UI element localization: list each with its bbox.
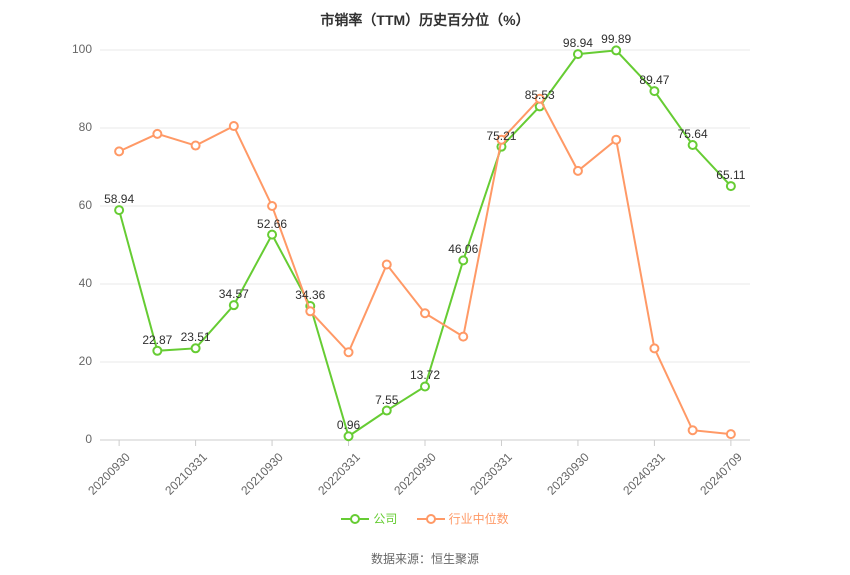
legend-circle-industry [426,514,436,524]
y-tick-label: 0 [52,432,92,446]
data-point-label: 23.51 [181,330,211,344]
data-point-label: 7.55 [375,393,398,407]
data-point-label: 52.66 [257,217,287,231]
data-point-label: 34.36 [295,288,325,302]
legend-circle-company [350,514,360,524]
y-tick-label: 100 [52,42,92,56]
chart-plot-svg [0,0,850,575]
legend-item-company[interactable]: 公司 [341,510,397,527]
data-point-label: 75.21 [486,129,516,143]
data-point-label: 22.87 [142,333,172,347]
y-tick-label: 60 [52,198,92,212]
data-point-label: 99.89 [601,32,631,46]
data-point-label: 89.47 [639,73,669,87]
chart-legend: 公司 行业中位数 [0,510,850,528]
legend-label-company: 公司 [373,510,397,527]
y-tick-label: 20 [52,354,92,368]
legend-marker-company [341,513,369,525]
data-point-label: 0.96 [337,418,360,432]
y-tick-label: 40 [52,276,92,290]
data-point-label: 98.94 [563,36,593,50]
data-point-label: 13.72 [410,368,440,382]
legend-marker-industry [417,513,445,525]
data-point-label: 58.94 [104,192,134,206]
legend-item-industry[interactable]: 行业中位数 [417,510,509,527]
line-chart: 市销率（TTM）历史百分位（%） 02040608010020200930202… [0,0,850,575]
data-point-label: 75.64 [678,127,708,141]
data-point-label: 65.11 [716,168,745,182]
data-point-label: 34.57 [219,287,249,301]
chart-source: 数据来源：恒生聚源 [0,550,850,567]
legend-label-industry: 行业中位数 [449,510,509,527]
data-point-label: 46.06 [448,242,478,256]
y-tick-label: 80 [52,120,92,134]
data-point-label: 85.53 [525,88,555,102]
